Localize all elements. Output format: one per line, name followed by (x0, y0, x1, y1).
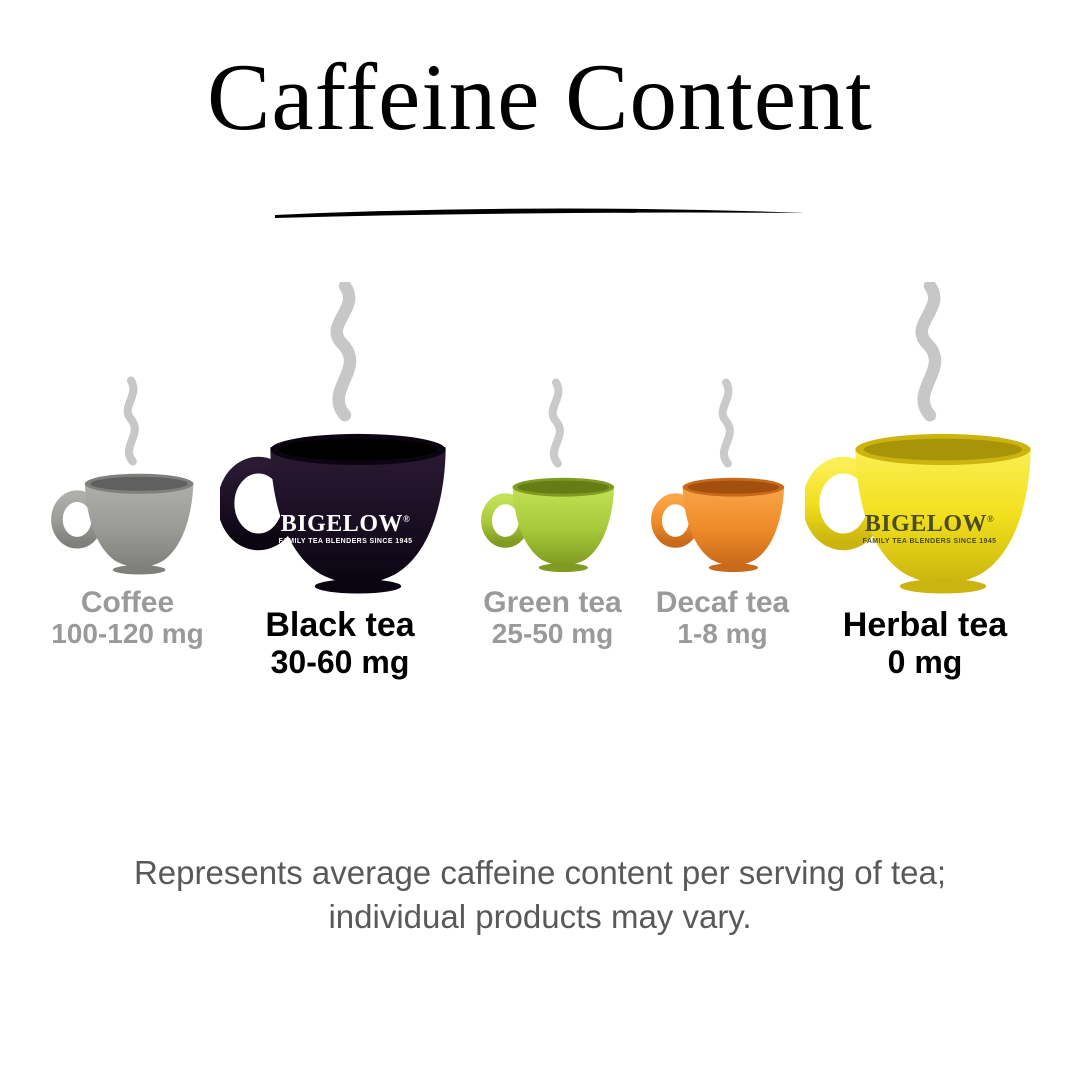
cup-name: Decaf tea (640, 586, 805, 619)
steam-icon (537, 378, 575, 468)
cup-label: Herbal tea 0 mg (800, 607, 1050, 680)
cup-amount: 0 mg (800, 645, 1050, 680)
cup-graphic (650, 468, 795, 576)
cup-graphic (480, 468, 625, 576)
cup-label: Black tea 30-60 mg (215, 607, 465, 680)
cup-amount: 100-120 mg (40, 619, 215, 650)
title-underline (270, 205, 810, 221)
title-block: Caffeine Content (0, 50, 1080, 145)
cup-graphic (50, 466, 205, 576)
cup-amount: 25-50 mg (470, 619, 635, 650)
cup-item-coffee: Coffee 100-120 mg (40, 466, 215, 650)
steam-icon (903, 282, 958, 422)
steam-icon (318, 282, 373, 422)
cup-name: Herbal tea (800, 607, 1050, 644)
cup-label: Coffee 100-120 mg (40, 586, 215, 650)
cup-name: Green tea (470, 586, 635, 619)
cup-label: Green tea 25-50 mg (470, 586, 635, 650)
cup-item-green: Green tea 25-50 mg (470, 468, 635, 650)
cup-item-decaf: Decaf tea 1-8 mg (640, 468, 805, 650)
steam-icon (707, 378, 745, 468)
cup-item-black: Black tea 30-60 mg (215, 422, 465, 680)
cup-amount: 30-60 mg (215, 645, 465, 680)
cup-amount: 1-8 mg (640, 619, 805, 650)
cups-row: Coffee 100-120 mg Black tea 30-60 mg (0, 330, 1080, 710)
cup-graphic (220, 422, 460, 597)
page-title: Caffeine Content (207, 50, 873, 145)
cup-graphic (805, 422, 1045, 597)
cup-name: Coffee (40, 586, 215, 619)
cup-name: Black tea (215, 607, 465, 644)
disclaimer-text: Represents average caffeine content per … (0, 851, 1080, 940)
steam-icon (112, 376, 150, 466)
cup-label: Decaf tea 1-8 mg (640, 586, 805, 650)
cup-item-herbal: Herbal tea 0 mg (800, 422, 1050, 680)
